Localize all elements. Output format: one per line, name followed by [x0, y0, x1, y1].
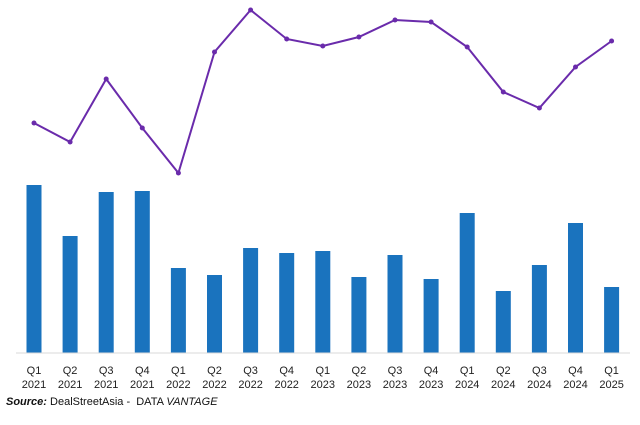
x-tick-quarter: Q4 [424, 365, 439, 377]
bar-Q3-2021 [98, 192, 114, 353]
x-tick-year: 2021 [22, 379, 46, 391]
x-tick-year: 2024 [491, 379, 515, 391]
x-tick-year: 2021 [130, 379, 154, 391]
x-tick-quarter: Q1 [171, 365, 186, 377]
x-tick-year: 2024 [455, 379, 479, 391]
x-tick-quarter: Q4 [279, 365, 294, 377]
bar-Q4-2024 [568, 223, 583, 353]
x-tick-quarter: Q1 [460, 365, 475, 377]
bar-Q2-2023 [351, 277, 367, 353]
x-tick-year: 2022 [274, 379, 298, 391]
bar-series [26, 185, 620, 353]
x-tick-quarter: Q2 [496, 365, 511, 377]
x-tick-quarter: Q2 [352, 365, 367, 377]
bar-Q3-2024 [531, 265, 547, 353]
bar-Q4-2022 [279, 253, 295, 353]
x-tick-year: 2022 [202, 379, 226, 391]
bar-Q4-2023 [423, 279, 439, 353]
x-tick-quarter: Q3 [243, 365, 258, 377]
line-point-Q3-2022 [248, 7, 254, 13]
source-brand: VANTAGE [166, 396, 218, 408]
line-point-Q4-2022 [284, 36, 290, 42]
bar-Q2-2024 [495, 291, 511, 353]
x-tick-year: 2023 [383, 379, 407, 391]
x-tick-year: 2022 [238, 379, 262, 391]
x-tick-year: 2022 [166, 379, 190, 391]
x-tick-quarter: Q4 [568, 365, 583, 377]
bar-Q1-2022 [170, 268, 186, 353]
line-point-Q3-2023 [392, 17, 398, 23]
bar-Q4-2021 [134, 191, 150, 353]
source-note: Source: DealStreetAsia - DATA VANTAGE [6, 396, 218, 408]
x-tick-quarter: Q2 [63, 365, 78, 377]
x-tick-quarter: Q3 [532, 365, 547, 377]
line-point-Q4-2021 [139, 125, 145, 131]
bar-Q1-2024 [459, 213, 475, 353]
x-tick-year: 2024 [527, 379, 551, 391]
line-point-Q2-2022 [212, 49, 217, 55]
line-point-Q1-2025 [609, 38, 615, 44]
x-tick-quarter: Q1 [27, 365, 42, 377]
line-point-Q4-2023 [428, 19, 434, 25]
x-tick-year: 2024 [563, 379, 587, 391]
x-tick-quarter: Q3 [99, 365, 114, 377]
line-point-Q2-2024 [500, 89, 506, 95]
x-tick-quarter: Q1 [604, 365, 619, 377]
line-point-Q1-2023 [320, 43, 326, 49]
x-tick-quarter: Q3 [388, 365, 403, 377]
bar-Q1-2021 [26, 185, 42, 353]
line-point-Q1-2021 [31, 120, 37, 126]
line-point-Q2-2021 [67, 139, 73, 145]
line-point-Q1-2024 [464, 44, 470, 50]
source-text: DealStreetAsia - DATA [46, 396, 167, 408]
source-label: Source: [6, 396, 47, 408]
x-tick-quarter: Q4 [135, 365, 150, 377]
x-tick-labels: Q1 2021 Q2 2021 Q3 2021 Q4 2021 Q1 2022 Q2 2022 Q3 20… [22, 365, 624, 391]
line-point-Q3-2024 [536, 105, 542, 111]
x-tick-year: 2023 [311, 379, 335, 391]
x-tick-quarter: Q2 [207, 365, 222, 377]
bar-Q1-2023 [315, 251, 331, 353]
bar-Q2-2021 [62, 236, 78, 353]
bar-Q3-2022 [243, 248, 259, 353]
x-tick-year: 2023 [347, 379, 371, 391]
bar-Q1-2025 [604, 287, 620, 353]
line-path [33, 8, 613, 176]
line-point-Q3-2021 [103, 76, 109, 82]
line-point-Q4-2024 [573, 64, 578, 70]
line-series [31, 7, 615, 176]
line-point-Q1-2022 [175, 170, 181, 176]
bar-Q3-2023 [387, 255, 403, 353]
bar-Q2-2022 [207, 275, 222, 353]
x-tick-year: 2021 [58, 379, 82, 391]
x-tick-year: 2023 [419, 379, 443, 391]
x-tick-year: 2021 [94, 379, 118, 391]
x-tick-quarter: Q1 [315, 365, 330, 377]
x-tick-year: 2025 [599, 379, 623, 391]
line-point-Q2-2023 [356, 34, 362, 40]
